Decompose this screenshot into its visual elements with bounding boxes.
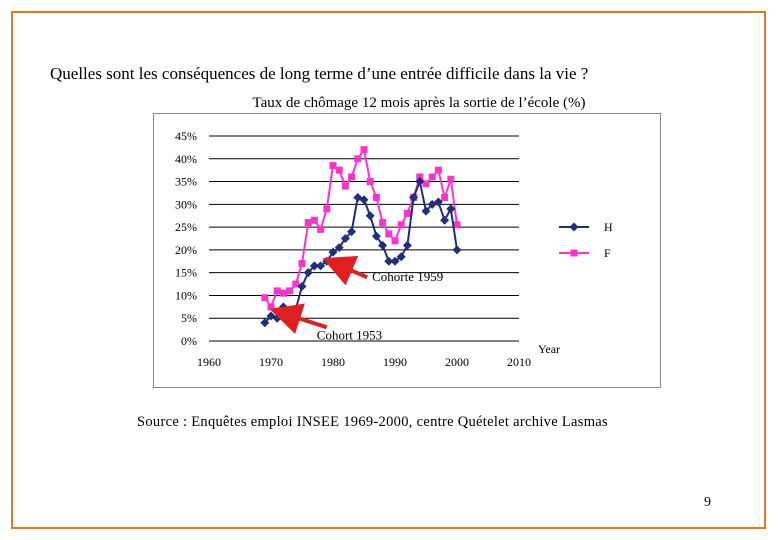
annotation-label: Cohorte 1959 bbox=[372, 269, 443, 284]
data-point-H bbox=[359, 195, 369, 205]
x-tick-label: 2000 bbox=[445, 355, 469, 369]
data-point-F bbox=[267, 303, 275, 311]
unemployment-chart: Taux de chômage 12 mois après la sortie … bbox=[175, 95, 613, 369]
y-tick-label: 35% bbox=[175, 175, 197, 189]
chart-area: Taux de chômage 12 mois après la sortie … bbox=[153, 95, 661, 388]
data-point-F bbox=[292, 280, 300, 288]
data-point-F bbox=[403, 209, 411, 217]
data-point-F bbox=[434, 166, 442, 174]
legend-marker-H bbox=[569, 222, 579, 232]
data-point-H bbox=[303, 268, 313, 278]
data-point-F bbox=[286, 287, 294, 295]
y-tick-label: 5% bbox=[181, 311, 197, 325]
data-point-F bbox=[317, 225, 325, 233]
data-point-F bbox=[360, 146, 368, 154]
data-point-H bbox=[309, 261, 319, 271]
data-point-F bbox=[385, 230, 393, 238]
legend-label-F: F bbox=[604, 246, 611, 260]
slide-title: Quelles sont les conséquences de long te… bbox=[50, 64, 589, 83]
data-point-F bbox=[372, 194, 380, 201]
data-point-F bbox=[354, 155, 362, 163]
data-point-H bbox=[421, 206, 431, 216]
data-point-H bbox=[334, 243, 344, 253]
data-point-H bbox=[384, 256, 394, 266]
data-point-F bbox=[379, 219, 387, 227]
x-tick-label: 1980 bbox=[321, 355, 345, 369]
legend-label-H: H bbox=[604, 220, 613, 234]
chart-title: Taux de chômage 12 mois après la sortie … bbox=[253, 95, 586, 111]
annotation-arrow bbox=[322, 256, 368, 286]
data-point-H bbox=[260, 318, 270, 328]
data-point-F bbox=[348, 173, 356, 181]
data-point-F bbox=[428, 173, 436, 181]
data-point-H bbox=[433, 197, 443, 207]
x-tick-label: 1970 bbox=[259, 355, 283, 369]
data-point-F bbox=[391, 237, 399, 245]
data-point-F bbox=[453, 221, 461, 229]
x-tick-label: 1960 bbox=[197, 355, 221, 369]
data-point-F bbox=[279, 289, 287, 297]
data-point-H bbox=[415, 177, 425, 187]
slide-frame bbox=[11, 11, 766, 529]
data-point-F bbox=[397, 221, 405, 229]
data-point-H bbox=[390, 256, 400, 266]
data-point-F bbox=[422, 180, 430, 188]
data-point-H bbox=[440, 215, 450, 225]
annotation-label: Cohort 1953 bbox=[317, 327, 382, 342]
y-tick-label: 20% bbox=[175, 243, 197, 257]
y-tick-label: 40% bbox=[175, 152, 197, 166]
data-point-H bbox=[378, 240, 388, 250]
y-tick-label: 30% bbox=[175, 197, 197, 211]
annotation-arrow bbox=[269, 303, 328, 334]
data-point-F bbox=[323, 205, 331, 213]
data-point-H bbox=[452, 245, 462, 255]
y-tick-label: 0% bbox=[181, 334, 197, 348]
data-point-H bbox=[371, 231, 381, 241]
y-tick-label: 15% bbox=[175, 266, 197, 280]
data-point-F bbox=[261, 294, 269, 302]
data-point-F bbox=[441, 194, 449, 201]
data-point-H bbox=[328, 247, 338, 257]
page-number: 9 bbox=[704, 495, 711, 510]
x-tick-label: 2010 bbox=[507, 355, 531, 369]
legend-marker-F bbox=[570, 249, 578, 257]
data-point-F bbox=[273, 287, 281, 295]
data-point-H bbox=[409, 193, 419, 202]
y-tick-label: 25% bbox=[175, 220, 197, 234]
y-tick-label: 45% bbox=[175, 129, 197, 143]
data-point-H bbox=[396, 252, 406, 262]
data-point-H bbox=[446, 204, 456, 214]
data-point-H bbox=[402, 240, 412, 250]
data-point-F bbox=[447, 175, 455, 183]
series-line-H bbox=[264, 178, 458, 324]
data-point-F bbox=[341, 182, 349, 190]
data-point-H bbox=[365, 211, 375, 221]
y-tick-label: 10% bbox=[175, 288, 197, 302]
data-point-H bbox=[297, 281, 307, 291]
x-tick-label: 1990 bbox=[383, 355, 407, 369]
x-axis-label: Year bbox=[538, 342, 560, 356]
data-point-F bbox=[335, 166, 343, 174]
data-point-F bbox=[298, 260, 306, 268]
data-point-F bbox=[304, 219, 312, 227]
data-point-F bbox=[416, 173, 424, 181]
data-point-F bbox=[366, 178, 374, 186]
data-point-F bbox=[329, 162, 337, 170]
data-point-H bbox=[340, 234, 350, 243]
source-note: Source : Enquêtes emploi INSEE 1969-2000… bbox=[137, 414, 608, 430]
data-point-F bbox=[310, 216, 318, 224]
data-point-H bbox=[347, 227, 357, 237]
